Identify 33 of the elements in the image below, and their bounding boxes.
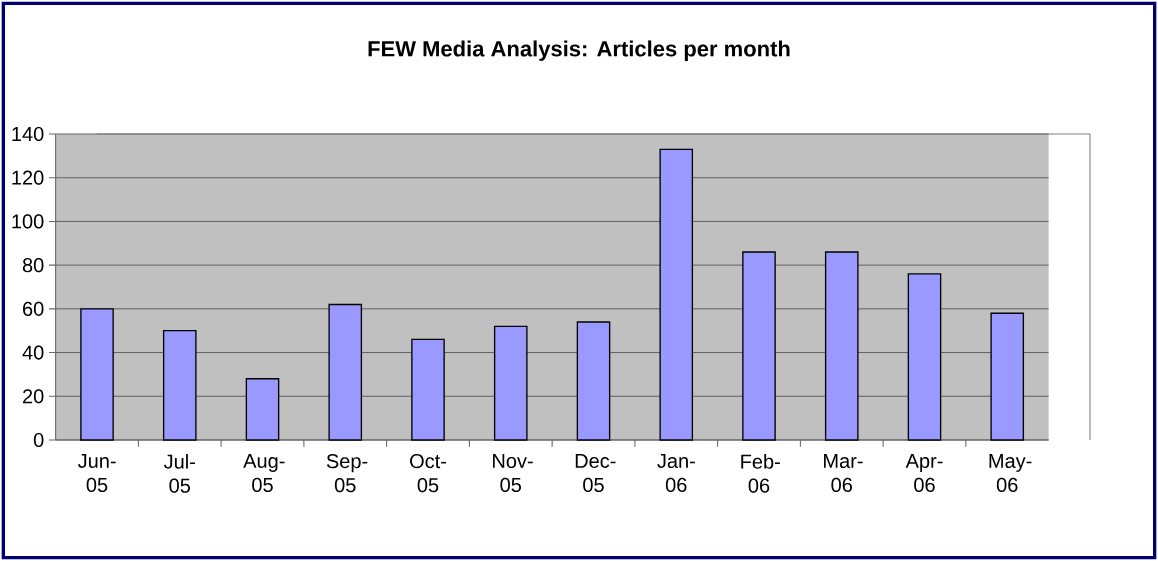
- x-tick-label: Apr-06: [905, 454, 943, 492]
- x-tick-label: Jun-05: [77, 454, 116, 492]
- bar: [907, 273, 942, 441]
- x-tick-label: Aug-05: [243, 454, 285, 492]
- bar: [824, 251, 859, 441]
- bar: [411, 338, 445, 441]
- x-tick-label: Oct-05: [410, 454, 447, 493]
- y-tick-label: 80: [22, 258, 44, 273]
- y-tick-label: 40: [22, 345, 44, 360]
- y-tick-label: 20: [23, 389, 44, 404]
- bar: [328, 303, 363, 441]
- x-tick-label: Dec-05: [575, 454, 616, 492]
- bar: [162, 330, 197, 441]
- x-tick-label: May-06: [989, 454, 1032, 492]
- bar: [990, 312, 1025, 441]
- y-tick-label: 120: [12, 170, 44, 185]
- bar: [576, 321, 611, 441]
- y-tick-label: 0: [33, 432, 44, 448]
- y-tick-label: 60: [23, 301, 44, 316]
- bar: [80, 308, 114, 441]
- x-tick-label: Feb-06: [741, 454, 780, 493]
- y-tick-label: 100: [12, 214, 44, 229]
- chart-title: FEW Media Analysis: Articles per month: [368, 40, 790, 61]
- bar: [659, 148, 694, 441]
- bar: [493, 325, 528, 441]
- x-tick-label: Sep-05: [326, 454, 368, 493]
- x-tick-label: Jul-05: [163, 454, 195, 493]
- x-tick-label: Nov-05: [493, 454, 533, 492]
- x-tick-label: Mar-06: [824, 454, 863, 492]
- y-tick-label: 140: [12, 126, 44, 142]
- bar: [742, 251, 776, 441]
- bar: [245, 378, 280, 441]
- x-tick-label: Jan-06: [657, 454, 695, 492]
